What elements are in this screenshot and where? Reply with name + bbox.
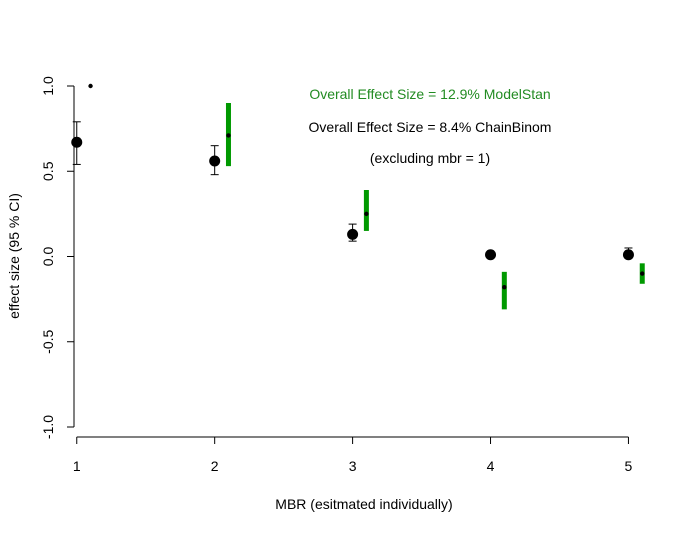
x-tick-label: 5 [625,458,633,474]
y-axis-ticks: -1.0 -0.5 0.0 0.5 1.0 [40,76,74,439]
estimate-point [71,136,83,148]
estimate-point [347,228,359,240]
y-tick-label: -1.0 [40,415,56,439]
x-tick-label: 2 [211,458,219,474]
annotation-exclusion-note: (excluding mbr = 1) [370,150,490,166]
y-tick-label: 1.0 [40,76,56,96]
estimate-point [622,249,634,261]
estimate-dot [226,133,231,138]
x-axis-label: MBR (esitmated individually) [275,496,452,512]
estimate-dot [88,83,93,89]
estimate-dot [364,211,369,217]
estimate-point [485,249,497,261]
series-1 [71,121,634,261]
estimate-dot [640,271,645,276]
annotation-chainbinom: Overall Effect Size = 8.4% ChainBinom [309,119,552,135]
y-tick-label: 0.5 [40,161,56,181]
annotation-modelstan: Overall Effect Size = 12.9% ModelStan [309,86,550,102]
estimate-point [209,155,221,167]
estimate-dot [502,284,507,290]
series-2 [88,83,645,310]
x-tick-label: 1 [73,458,81,474]
x-tick-label: 3 [349,458,357,474]
y-axis-label: effect size (95 % CI) [6,193,22,319]
x-tick-label: 4 [487,458,495,474]
annotations: Overall Effect Size = 12.9% ModelStan Ov… [309,86,552,166]
x-axis-ticks: 1 2 3 4 5 [73,437,633,474]
y-tick-label: 0.0 [40,247,56,267]
y-tick-label: -0.5 [40,329,56,353]
series-layer [71,83,645,310]
axes: -1.0 -0.5 0.0 0.5 1.0 1 2 3 4 5 [40,76,633,474]
